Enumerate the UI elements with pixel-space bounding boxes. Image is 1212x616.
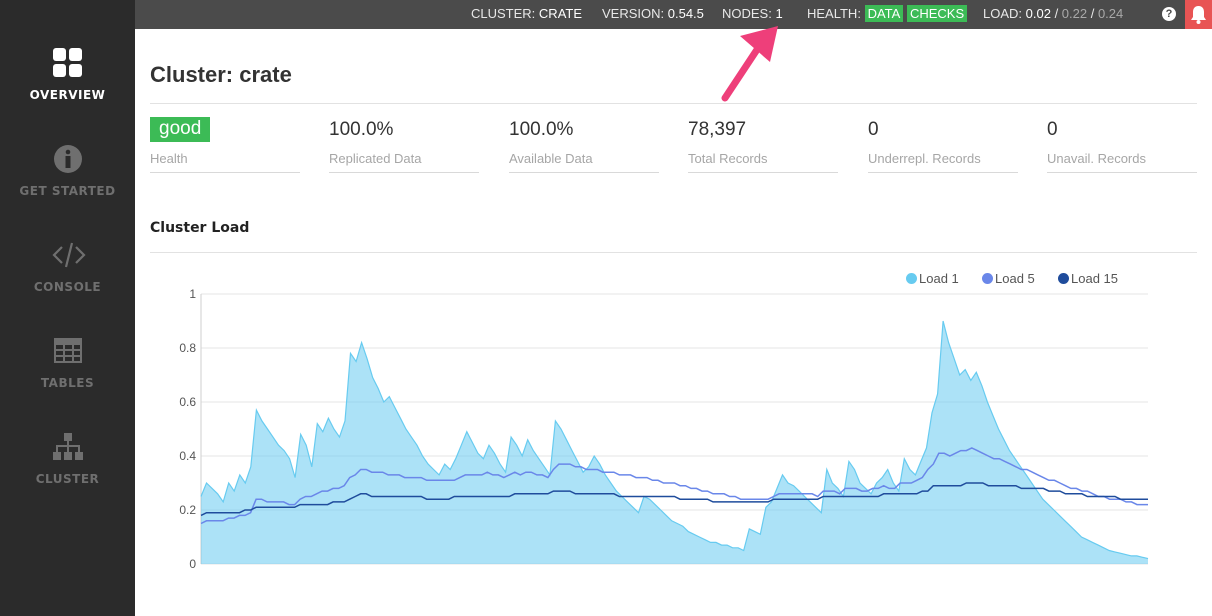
info-icon [52,143,84,175]
notification-button[interactable] [1185,0,1212,29]
y-tick-label: 1 [189,287,196,301]
stat-label: Unavail. Records [1047,151,1146,166]
health-checks-badge[interactable]: CHECKS [906,5,968,22]
legend-item-load-15[interactable]: Load 15 [1058,271,1118,286]
y-tick-label: 0 [189,557,196,571]
stat-value: 78,397 [688,119,747,140]
nodes-label: NODES: [722,6,772,21]
y-tick-label: 0.8 [179,341,196,355]
legend-swatch [982,273,993,284]
legend-item-load-5[interactable]: Load 5 [982,271,1035,286]
sidebar-item-tables[interactable]: TABLES [0,335,135,415]
sidebar-item-label: OVERVIEW [29,88,106,102]
health-status: HEALTH: DATA CHECKS [807,5,968,22]
load-separator: / [1050,6,1062,21]
stat-replicated-data: 100.0% Replicated Data [329,117,479,173]
annotation-arrow-icon [721,26,778,102]
stat-label: Available Data [509,151,593,166]
stat-total-records: 78,397 Total Records [688,117,838,173]
code-icon [51,239,86,271]
section-title-cluster-load: Cluster Load [150,220,250,236]
sidebar-item-overview[interactable]: OVERVIEW [0,47,135,127]
load-status: LOAD: 0.02 / 0.22 / 0.24 [983,6,1123,21]
page-title: Cluster: crate [150,62,292,87]
series-area-load-1 [201,321,1148,564]
version-label: VERSION: [602,6,665,21]
sidebar-item-label: TABLES [40,376,95,390]
sidebar-item-label: CONSOLE [33,280,102,294]
stat-value: 0 [1047,119,1058,140]
load-15-value: 0.24 [1097,6,1124,21]
version-value: 0.54.5 [667,6,704,21]
cluster-value: CRATE [538,6,583,21]
grid-icon [52,47,84,79]
sidebar: OVERVIEW GET STARTED CONSOLE [0,0,135,616]
health-label: HEALTH: [807,6,861,21]
stat-value: 0 [868,119,879,140]
stat-label: Underrepl. Records [868,151,981,166]
series-line-load-1 [200,320,1149,560]
load-separator: / [1087,6,1098,21]
stat-label: Total Records [688,151,768,166]
y-tick-label: 0.6 [179,395,196,409]
load-label: LOAD: [983,6,1023,21]
series-line-load-5 [200,447,1148,525]
top-status-bar: CLUSTER: CRATE VERSION: 0.54.5 NODES: 1 … [135,0,1212,29]
health-badge: good [150,117,211,142]
stat-available-data: 100.0% Available Data [509,117,659,173]
nodes-value: 1 [775,6,783,21]
stat-value: 100.0% [509,119,574,140]
cluster-icon [52,431,84,463]
nodes-status[interactable]: NODES: 1 [722,6,783,21]
sidebar-item-label: GET STARTED [19,184,116,198]
load-5-value: 0.22 [1061,6,1088,21]
divider [150,103,1197,104]
sidebar-item-get-started[interactable]: GET STARTED [0,143,135,223]
stat-underreplicated-records: 0 Underrepl. Records [868,117,1018,173]
help-icon[interactable]: ? [1162,7,1176,21]
cluster-status: CLUSTER: CRATE [471,6,582,21]
y-tick-label: 0.2 [179,503,196,517]
series-line-load-15 [200,482,1148,517]
sidebar-item-console[interactable]: CONSOLE [0,239,135,319]
y-tick-label: 0.4 [179,449,196,463]
legend-label: Load 15 [1071,271,1118,286]
stat-label: Health [150,151,188,166]
stat-label: Replicated Data [329,151,422,166]
cluster-load-chart: 0 0.2 0.4 0.6 0.8 1 [179,287,1149,571]
legend-label: Load 1 [919,271,959,286]
stat-value: 100.0% [329,119,394,140]
stat-unavailable-records: 0 Unavail. Records [1047,117,1197,173]
divider [150,252,1197,253]
bell-icon [1191,6,1206,24]
legend-item-load-1[interactable]: Load 1 [906,271,959,286]
table-icon [52,335,84,367]
stat-health: good Health [150,117,300,173]
cluster-label: CLUSTER: [471,6,536,21]
legend-swatch [906,273,917,284]
load-1-value: 0.02 [1025,6,1051,21]
version-status: VERSION: 0.54.5 [602,6,704,21]
legend-label: Load 5 [995,271,1035,286]
legend-swatch [1058,273,1069,284]
sidebar-item-cluster[interactable]: CLUSTER [0,431,135,511]
health-data-badge[interactable]: DATA [864,5,904,22]
sidebar-item-label: CLUSTER [35,472,100,486]
